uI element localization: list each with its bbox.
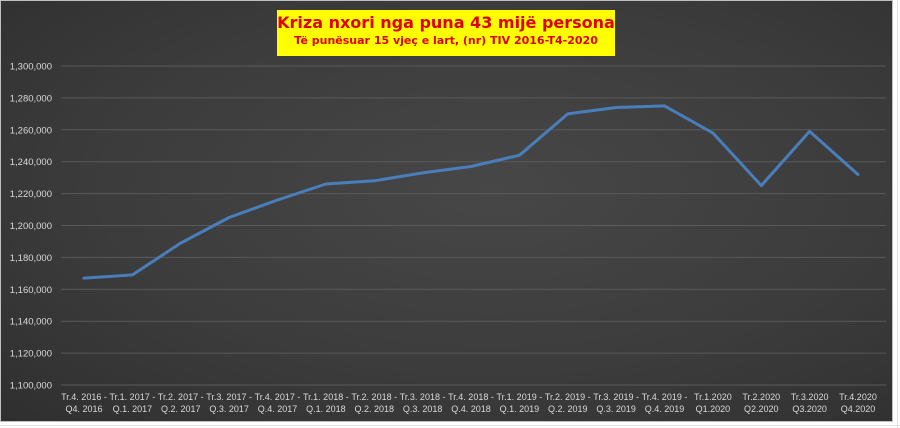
x-tick-label: Q.2. 2019 [548,404,588,414]
x-tick-label: Q.4. 2018 [451,404,491,414]
sheet-gridline [897,0,898,428]
data-point [82,276,86,280]
data-point [179,241,182,245]
x-tick-label: Tr.2. 2018 - [351,392,397,402]
x-tick-label: Q2.2020 [744,404,779,414]
y-tick-label: 1,300,000 [10,62,52,73]
x-tick-label: Q.3. 2017 [209,404,249,414]
x-tick-label: Tr.3.2020 [791,392,829,402]
y-tick-label: 1,200,000 [10,221,52,232]
x-tick-label: Q3.2020 [792,404,827,414]
x-tick-label: Q4. 2016 [65,404,102,414]
y-tick-label: 1,260,000 [10,125,52,136]
x-tick-label: Tr.4. 2019 - [642,392,688,402]
x-tick-label: Tr.2.2020 [742,392,780,402]
x-tick-label: Tr.3. 2017 - [206,392,252,402]
x-tick-label: Q1.2020 [696,404,731,414]
y-tick-label: 1,140,000 [10,317,52,328]
x-tick-label: Tr.1. 2019 - [497,392,543,402]
x-tick-label: Tr.2. 2019 - [545,392,591,402]
y-tick-label: 1,240,000 [10,157,52,168]
data-point [711,131,715,135]
series-line [82,104,860,280]
x-tick-label: Q.3. 2018 [403,404,443,414]
y-tick-label: 1,180,000 [10,253,52,264]
data-point [469,165,473,168]
y-tick-label: 1,160,000 [10,285,52,296]
x-tick-label: Tr.1.2020 [694,392,732,402]
data-point [614,106,618,109]
data-point [760,184,763,187]
y-tick-label: 1,280,000 [10,93,52,104]
x-tick-label: Tr.1. 2018 - [303,392,349,402]
data-point [276,198,279,202]
x-tick-label: Tr.3. 2019 - [593,392,639,402]
x-tick-label: Tr.1. 2017 - [110,392,156,402]
chart-title: Kriza nxori nga puna 43 mijë persona [277,13,615,32]
x-tick-label: Tr.2. 2017 - [158,392,204,402]
x-tick-label: Tr.4.2020 [839,392,877,402]
y-tick-label: 1,220,000 [10,189,52,200]
data-point [373,179,376,183]
data-point [421,171,424,175]
x-tick-label: Q.1. 2018 [306,404,346,414]
data-point [856,173,860,176]
x-tick-label: Q4.2020 [841,404,876,414]
x-tick-label: Tr.3. 2018 - [400,392,446,402]
x-tick-label: Q.3. 2019 [596,404,636,414]
x-tick-label: Tr.4. 2017 - [255,392,301,402]
data-point [566,112,569,116]
x-tick-label: Q.4. 2017 [258,404,298,414]
y-tick-label: 1,100,000 [10,381,52,392]
x-tick-label: Q.2. 2017 [161,404,201,414]
sheet-gridline [0,425,900,426]
x-tick-label: Q.1. 2019 [500,404,540,414]
chart-subtitle: Të punësuar 15 vjeç e lart, (nr) TIV 201… [294,34,598,47]
chart-area[interactable]: 1,100,000 1,120,000 1,140,000 1,160,000 1,18… [0,0,893,422]
y-tick-label: 1,120,000 [10,349,52,360]
data-point [227,216,231,219]
x-tick-label: Q.4. 2019 [645,404,685,414]
data-point [808,130,811,133]
line-chart-plot: 1,100,000 1,120,000 1,140,000 1,160,000 1,18… [10,62,886,414]
data-point [324,182,328,186]
x-tick-label: Q.2. 2018 [354,404,394,414]
x-tick-label: Tr.4. 2016 - [61,392,107,402]
x-tick-label: Tr.4. 2018 - [448,392,494,402]
x-tick-label: Q.1. 2017 [113,404,153,414]
data-point [663,104,666,108]
data-point [131,273,134,277]
data-point [518,154,521,157]
chart-title-box: Kriza nxori nga puna 43 mijë persona Të … [277,10,615,56]
